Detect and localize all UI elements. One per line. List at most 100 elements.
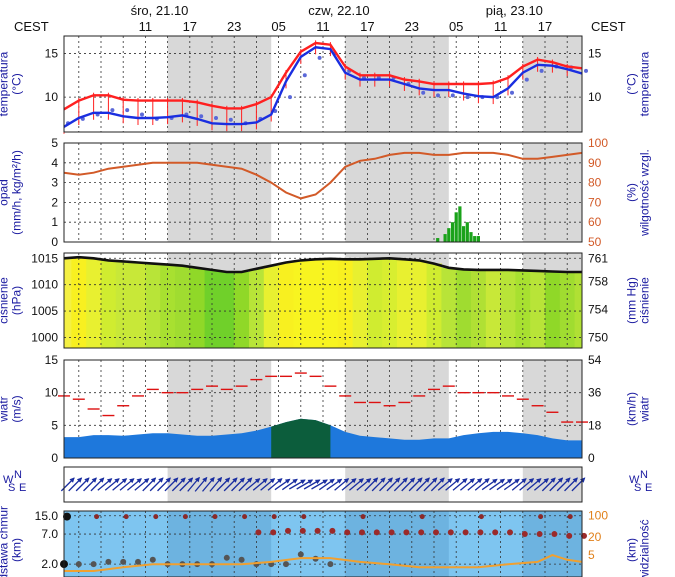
wind-direction-arrow <box>142 477 157 492</box>
wind-direction-arrow <box>97 478 113 491</box>
wind-ms-tick: 10 <box>45 386 59 400</box>
low-cloud-dot <box>135 558 141 565</box>
hour-tick-label: 17 <box>538 19 552 34</box>
wind-direction-arrow <box>496 478 513 491</box>
panel-frame <box>63 252 583 349</box>
mid-cloud-dot <box>299 527 306 534</box>
precipitation-axis-label-text: opad(mm/h, kg/m²/h) <box>0 150 24 235</box>
precipitation-bar <box>469 232 473 242</box>
night-band <box>167 36 272 132</box>
dew-point-dot <box>125 108 130 113</box>
dew-point-dot <box>140 112 144 117</box>
high-cloud-dot <box>153 514 159 520</box>
wind-direction-arrow <box>503 478 520 491</box>
wind-direction-arrow <box>216 477 231 492</box>
header: CEST CEST śro, 21.10 czw, 22.10 pią, 23.10… <box>14 3 626 34</box>
pressure-fill-strip <box>175 265 191 348</box>
mid-cloud-dot <box>492 529 499 536</box>
pressure-fill-strip <box>145 263 161 348</box>
precipitation-bar <box>462 226 466 242</box>
wind-direction-arrow <box>452 478 468 491</box>
humidity-tick: 100 <box>588 136 608 150</box>
wind-speed-strong-area <box>271 418 331 458</box>
temperature-axis-label-left-text: temperatura(°C) <box>0 51 24 116</box>
precipitation-bar <box>447 228 451 242</box>
pressure-tick: 1005 <box>31 304 58 318</box>
dew-point-dot <box>510 90 514 95</box>
cloud-base-axis-label: podstawa chmur(km) <box>0 506 24 577</box>
pressure-axis-label-left: ciśnienie(hPa) <box>0 277 24 324</box>
pressure-fill-strip <box>263 265 280 348</box>
panel-precipitation: 0 1 2 3 4 5 50 60 70 80 90 100 opad(mm/h, kg/m²/h) (%… <box>0 136 652 249</box>
wind-direction-arrow <box>83 477 97 492</box>
dew-point-dot <box>436 93 440 98</box>
pressure-axis-label-right: (mm Hg)ciśnienie <box>625 277 652 324</box>
low-cloud-dot <box>238 556 245 563</box>
visibility-axis-label: (km)widzialność <box>625 519 652 577</box>
pressure-mmhg-tick: 761 <box>588 251 608 265</box>
high-cloud-dot <box>478 514 484 520</box>
hour-tick-label: 05 <box>271 19 285 34</box>
pressure-fill-strip <box>367 258 383 348</box>
panel-pressure: 1000 1005 1010 1015 761 758 754 750 ciśnienie(hP… <box>0 251 652 349</box>
wind-direction-arrow <box>489 478 506 491</box>
pressure-fill-strip <box>219 272 235 348</box>
high-cloud-dot <box>567 514 573 520</box>
pressure-fill-strip <box>456 269 472 348</box>
compass-letter-right: S <box>634 482 641 494</box>
panel-background <box>64 143 582 242</box>
compass-letter-left: S <box>8 482 15 494</box>
precipitation-bar <box>443 234 447 242</box>
cloud-base-axis-label-text: podstawa chmur(km) <box>0 506 24 577</box>
pressure-fill-strip <box>278 262 294 348</box>
wind-direction-arrow <box>326 478 343 491</box>
low-cloud-dot <box>90 561 97 568</box>
humidity-line <box>63 151 583 200</box>
compass-letter-left: E <box>19 482 26 494</box>
wind-ms-tick: 5 <box>51 418 58 432</box>
wind-direction-arrow <box>519 478 535 491</box>
pressure-fill-strip <box>86 258 102 348</box>
mid-cloud-dot <box>359 529 365 536</box>
precipitation-tick: 1 <box>51 215 58 229</box>
pressure-fill-strip <box>64 258 72 348</box>
pressure-fill-strip <box>426 263 442 348</box>
pressure-fill-strip <box>441 267 457 348</box>
pressure-fill-strip <box>130 262 146 348</box>
night-band <box>522 467 582 502</box>
wind-direction-arrow <box>416 477 430 492</box>
wind-direction-arrow <box>194 476 208 492</box>
wind-direction-arrow <box>311 479 328 490</box>
mid-cloud-dot <box>536 531 543 538</box>
tz-right-label: CEST <box>591 19 626 34</box>
wind-direction-arrow <box>430 477 445 492</box>
panel-frame <box>63 35 583 133</box>
pressure-axis-label-left-text: ciśnienie(hPa) <box>0 277 24 324</box>
low-cloud-dot <box>120 558 127 565</box>
night-band <box>522 36 582 132</box>
low-cloud-dot <box>283 561 289 568</box>
wind-direction-arrow <box>149 477 164 492</box>
dew-point-dot <box>302 73 307 78</box>
panel-temperature: 10 10 15 15 temperatura(°C) (°C)temperatura <box>0 35 652 134</box>
dew-point-dot <box>110 108 115 113</box>
humidity-tick: 60 <box>588 215 602 229</box>
mid-cloud-dot <box>462 529 469 536</box>
wind-direction-arrow <box>134 478 150 491</box>
wind-direction-arrow <box>526 478 542 491</box>
dew-point-line <box>63 46 583 128</box>
wind-direction-arrow <box>223 477 238 492</box>
mid-cloud-dot <box>507 529 513 536</box>
pressure-fill-strip <box>545 271 561 348</box>
temperature-tick-right: 15 <box>588 46 602 60</box>
pressure-fill-strip <box>397 259 413 348</box>
hour-tick-label: 17 <box>360 19 374 34</box>
wind-kmh-tick: 18 <box>588 418 602 432</box>
pressure-mmhg-tick: 750 <box>588 330 608 344</box>
precipitation-tick: 2 <box>51 195 58 209</box>
wind-direction-arrow <box>252 478 268 491</box>
wind-direction-arrow <box>245 478 261 491</box>
cloud-base-tick: 2.0 <box>41 557 58 571</box>
pressure-mmhg-tick: 754 <box>588 302 608 316</box>
humidity-tick: 50 <box>588 235 602 249</box>
